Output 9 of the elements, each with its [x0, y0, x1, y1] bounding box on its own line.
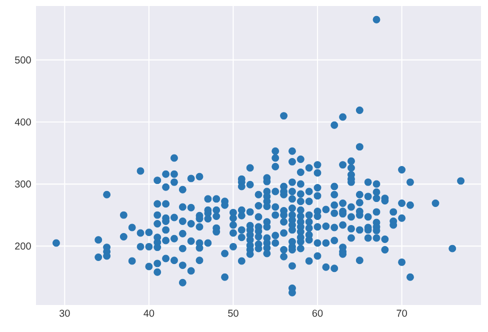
y-tick-label: 500: [15, 56, 31, 64]
y-tick-label: 300: [14, 180, 31, 188]
x-tick-label: 40: [144, 310, 154, 317]
x-tick-label: 30: [59, 310, 70, 317]
x-tick-label: 60: [312, 310, 323, 317]
x-tick-label: 50: [228, 310, 238, 317]
y-tick-label: 400: [14, 118, 31, 126]
y-tick-label: 200: [15, 242, 31, 250]
x-tick-label: 70: [396, 310, 407, 317]
